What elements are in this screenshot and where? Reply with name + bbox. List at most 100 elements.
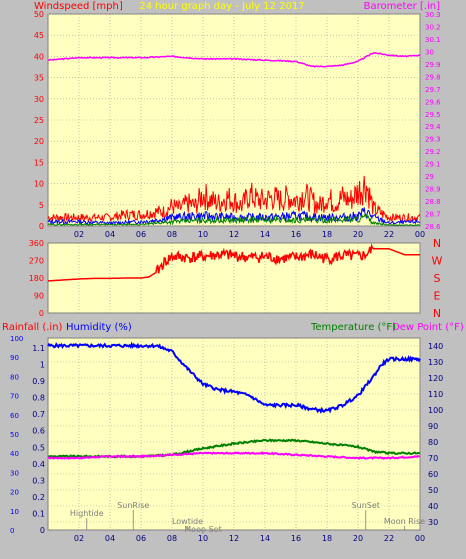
barometer-tick-label: 29 xyxy=(425,173,434,181)
event-label: Hightide xyxy=(70,509,104,518)
temperature-tick-label: 140 xyxy=(428,342,443,351)
windspeed-tick-label: 35 xyxy=(34,74,44,83)
windspeed-axis-label: Windspeed [mph] xyxy=(34,1,123,12)
compass-label: S xyxy=(434,272,441,285)
barometer-tick-label: 30.1 xyxy=(425,36,441,44)
direction-tick-label: 270 xyxy=(29,257,44,266)
dewpoint-axis-label: Dew Point (°F) xyxy=(392,322,464,333)
barometer-tick-label: 29.4 xyxy=(425,123,441,131)
wind-panel-x-tick-label: 16 xyxy=(291,230,301,239)
humidity-tick-label: 0 xyxy=(10,527,14,535)
wind-panel-x-tick-label: 04 xyxy=(105,230,115,239)
rainfall-tick-label: 0.9 xyxy=(32,377,45,386)
event-label: SunRise xyxy=(117,501,149,510)
barometer-tick-label: 29.5 xyxy=(425,111,441,119)
humidity-tick-label: 90 xyxy=(10,354,19,362)
barometer-tick-label: 28.9 xyxy=(425,186,441,194)
humidity-tick-label: 30 xyxy=(10,469,19,477)
wind-gust-series xyxy=(47,175,421,223)
humidity-temp-panel-x-tick-label: 12 xyxy=(229,534,239,543)
chart-title: 24 hour graph day - July 12 2017 xyxy=(139,1,304,12)
barometer-axis-label: Barometer [.in] xyxy=(364,1,440,12)
temperature-axis-label: Temperature (°F) xyxy=(310,322,396,333)
windspeed-tick-label: 30 xyxy=(34,95,44,104)
event-label: Lowtide xyxy=(172,517,203,526)
wind-panel-x-tick-label: 10 xyxy=(198,230,208,239)
barometer-tick-label: 29.8 xyxy=(425,73,441,81)
windspeed-tick-label: 40 xyxy=(34,52,44,61)
rainfall-axis-label: Rainfall (.in) xyxy=(2,322,63,333)
humidity-tick-label: 40 xyxy=(10,450,19,458)
event-label: Moon Rise xyxy=(384,517,425,526)
temperature-tick-label: 100 xyxy=(428,406,443,415)
barometer-tick-label: 29.6 xyxy=(425,98,441,106)
temperature-tick-label: 50 xyxy=(428,486,438,495)
direction-tick-label: 180 xyxy=(29,274,44,283)
barometer-tick-label: 29.1 xyxy=(425,161,441,169)
humidity-temp-panel-x-tick-label: 06 xyxy=(136,534,146,543)
humidity-tick-label: 20 xyxy=(10,489,19,497)
windspeed-tick-label: 45 xyxy=(34,31,44,40)
wind-panel-x-tick-label: 00 xyxy=(415,230,425,239)
windspeed-tick-label: 25 xyxy=(34,116,44,125)
rainfall-tick-label: 0.5 xyxy=(32,443,45,452)
temperature-tick-label: 130 xyxy=(428,358,443,367)
humidity-tick-label: 70 xyxy=(10,393,19,401)
temperature-tick-label: 80 xyxy=(428,438,438,447)
humidity-axis-label: Humidity (%) xyxy=(66,322,132,333)
humidity-temp-panel-x-tick-label: 16 xyxy=(291,534,301,543)
direction-tick-label: 360 xyxy=(29,239,44,248)
humidity-temp-panel-x-tick-label: 22 xyxy=(384,534,394,543)
humidity-series xyxy=(47,341,421,415)
rainfall-tick-label: 0.7 xyxy=(32,410,45,419)
humidity-temp-panel-x-tick-label: 20 xyxy=(353,534,363,543)
barometer-tick-label: 29.9 xyxy=(425,61,441,69)
humidity-temp-panel-x-tick-label: 08 xyxy=(167,534,177,543)
windspeed-tick-label: 50 xyxy=(34,10,44,19)
humidity-temp-panel-x-tick-label: 18 xyxy=(322,534,332,543)
rainfall-tick-label: 0.6 xyxy=(32,427,45,436)
temperature-tick-label: 70 xyxy=(428,454,438,463)
barometer-tick-label: 30.3 xyxy=(425,11,441,19)
wind-panel-x-tick-label: 14 xyxy=(260,230,270,239)
rainfall-tick-label: 0.1 xyxy=(32,509,45,518)
barometer-tick-label: 30.2 xyxy=(425,23,441,31)
wind-panel-x-tick-label: 22 xyxy=(384,230,394,239)
dewpoint-series xyxy=(48,451,421,460)
wind-direction-series xyxy=(48,243,420,282)
barometer-series xyxy=(48,52,421,68)
compass-label: E xyxy=(434,290,441,303)
rainfall-tick-label: 0 xyxy=(40,526,45,535)
wind-panel-x-tick-label: 06 xyxy=(136,230,146,239)
compass-label: N xyxy=(433,237,441,250)
rainfall-tick-label: 0.4 xyxy=(32,460,45,469)
barometer-tick-label: 29.2 xyxy=(425,148,441,156)
rainfall-tick-label: 0.2 xyxy=(32,493,45,502)
humidity-tick-label: 80 xyxy=(10,373,19,381)
barometer-tick-label: 29.3 xyxy=(425,136,441,144)
barometer-tick-label: 29.7 xyxy=(425,86,441,94)
wind-panel-x-tick-label: 20 xyxy=(353,230,363,239)
rainfall-tick-label: 1 xyxy=(40,361,45,370)
humidity-temp-panel-x-tick-label: 14 xyxy=(260,534,270,543)
windspeed-tick-label: 5 xyxy=(39,201,44,210)
barometer-tick-label: 28.8 xyxy=(425,198,441,206)
event-label: Moon Set xyxy=(184,525,221,534)
humidity-tick-label: 50 xyxy=(10,431,19,439)
direction-tick-label: 90 xyxy=(34,292,44,301)
temperature-tick-label: 30 xyxy=(428,518,438,527)
wind-panel-x-tick-label: 08 xyxy=(167,230,177,239)
barometer-tick-label: 30 xyxy=(425,48,434,56)
barometer-tick-label: 28.6 xyxy=(425,223,441,231)
humidity-tick-label: 10 xyxy=(10,508,19,516)
compass-label: N xyxy=(433,307,441,320)
wind-low-series xyxy=(47,213,421,227)
rainfall-tick-label: 1.1 xyxy=(32,344,45,353)
windspeed-tick-label: 15 xyxy=(34,158,44,167)
temperature-tick-label: 90 xyxy=(428,422,438,431)
windspeed-tick-label: 20 xyxy=(34,137,44,146)
windspeed-tick-label: 10 xyxy=(34,180,44,189)
rainfall-tick-label: 0.3 xyxy=(32,476,45,485)
event-label: SunSet xyxy=(352,501,380,510)
